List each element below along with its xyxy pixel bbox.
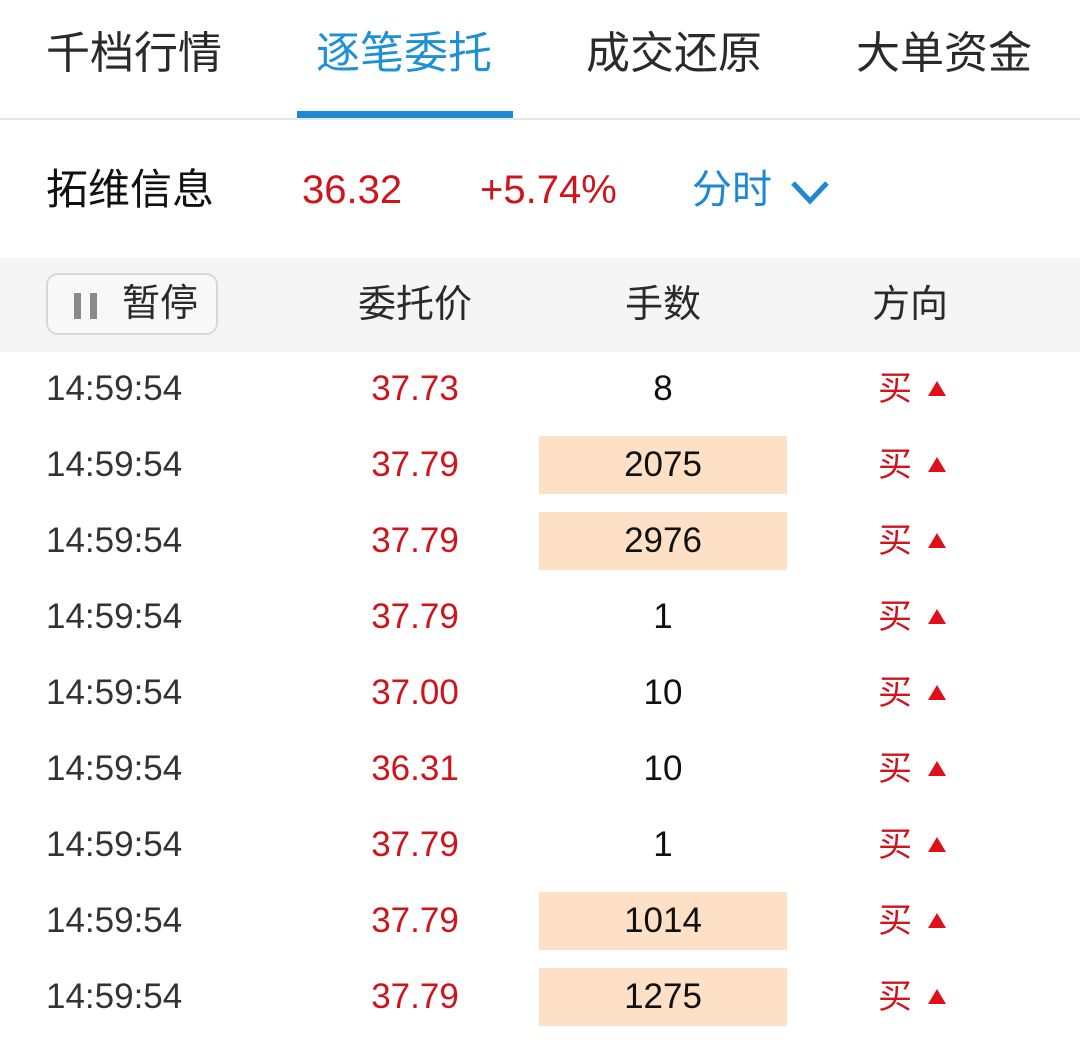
row-direction: 买 (878, 522, 912, 560)
row-time: 14:59:54 (46, 369, 183, 408)
header-direction: 方向 (871, 284, 948, 326)
row-qty: 1 (653, 597, 673, 636)
row-price: 37.79 (371, 901, 459, 940)
row-price: 37.73 (371, 369, 459, 408)
up-arrow-icon (928, 533, 946, 548)
row-direction: 买 (878, 978, 912, 1016)
row-qty: 10 (643, 749, 683, 788)
row-price: 36.31 (371, 749, 459, 788)
table-row: 14:59:54 36.31 10 买 (0, 731, 1080, 807)
up-arrow-icon (928, 761, 946, 776)
up-arrow-icon (928, 609, 946, 624)
row-price: 37.79 (371, 597, 459, 636)
row-price: 37.79 (371, 521, 459, 560)
row-time: 14:59:54 (46, 825, 183, 864)
row-qty: 1275 (539, 968, 787, 1026)
row-qty: 2075 (539, 436, 787, 494)
row-time: 14:59:54 (46, 521, 183, 560)
table-row: 14:59:54 37.79 2075 买 (0, 427, 1080, 503)
row-direction: 买 (878, 902, 912, 940)
row-price: 37.79 (371, 445, 459, 484)
up-arrow-icon (928, 381, 946, 396)
up-arrow-icon (928, 457, 946, 472)
table-row: 14:59:54 37.79 1 买 (0, 807, 1080, 883)
pause-button[interactable]: 暂停 (46, 273, 218, 335)
table-row: 14:59:54 37.00 10 买 (0, 655, 1080, 731)
tab-bar: 千档行情 逐笔委托 成交还原 大单资金 (0, 0, 1080, 120)
stock-change: +5.74% (480, 168, 617, 212)
header-qty: 手数 (624, 284, 701, 326)
row-direction: 买 (878, 370, 912, 408)
pause-icon (74, 293, 98, 319)
table-header: 暂停 委托价 手数 方向 (0, 258, 1080, 352)
row-time: 14:59:54 (46, 597, 183, 636)
row-direction: 买 (878, 446, 912, 484)
table-row: 14:59:54 37.79 2976 买 (0, 503, 1080, 579)
table-row: 14:59:54 37.79 1014 买 (0, 883, 1080, 959)
tab-trade-replay[interactable]: 成交还原 (586, 29, 762, 78)
row-price: 37.79 (371, 825, 459, 864)
row-price: 37.79 (371, 977, 459, 1016)
table-row: 14:59:54 37.79 1275 买 (0, 959, 1080, 1035)
header-price: 委托价 (357, 284, 472, 326)
row-direction: 买 (878, 598, 912, 636)
up-arrow-icon (928, 837, 946, 852)
pause-label: 暂停 (122, 283, 199, 325)
up-arrow-icon (928, 913, 946, 928)
row-price: 37.00 (371, 673, 459, 712)
tab-big-order-funds[interactable]: 大单资金 (856, 29, 1032, 78)
stock-price: 36.32 (302, 168, 403, 212)
tab-thousand-levels[interactable]: 千档行情 (46, 29, 222, 78)
period-label: 分时 (692, 168, 772, 212)
up-arrow-icon (928, 685, 946, 700)
row-qty: 2976 (539, 512, 787, 570)
period-selector[interactable]: 分时 (692, 160, 831, 220)
row-time: 14:59:54 (46, 673, 183, 712)
row-qty: 1014 (539, 892, 787, 950)
row-qty: 8 (653, 369, 673, 408)
row-time: 14:59:54 (46, 901, 183, 940)
up-arrow-icon (928, 989, 946, 1004)
tab-order-by-order[interactable]: 逐笔委托 (316, 29, 492, 78)
row-time: 14:59:54 (46, 749, 183, 788)
row-direction: 买 (878, 750, 912, 788)
row-time: 14:59:54 (46, 445, 183, 484)
active-tab-indicator (297, 111, 513, 118)
row-direction: 买 (878, 674, 912, 712)
row-qty: 1 (653, 825, 673, 864)
row-time: 14:59:54 (46, 977, 183, 1016)
stock-name: 拓维信息 (46, 166, 215, 213)
chevron-down-icon (791, 181, 829, 206)
row-direction: 买 (878, 826, 912, 864)
row-qty: 10 (643, 673, 683, 712)
table-row: 14:59:54 37.79 1 买 (0, 579, 1080, 655)
table-row: 14:59:54 37.73 8 买 (0, 351, 1080, 427)
